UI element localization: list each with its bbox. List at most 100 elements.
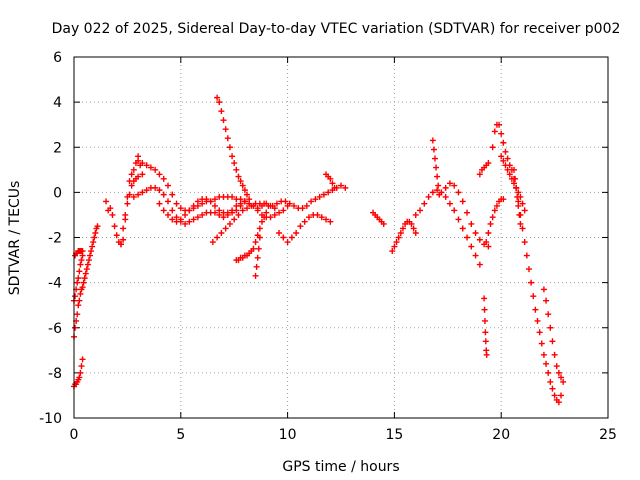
data-point xyxy=(455,189,462,196)
data-point xyxy=(519,200,526,207)
data-points xyxy=(71,94,567,406)
data-point xyxy=(169,216,176,223)
grid-lines xyxy=(74,57,608,418)
series-arc-f xyxy=(117,173,142,248)
series-arc-u xyxy=(481,295,490,358)
data-point xyxy=(551,392,558,399)
data-point xyxy=(496,121,503,128)
data-point xyxy=(303,202,310,209)
data-point xyxy=(78,363,85,370)
data-point xyxy=(455,216,462,223)
data-point xyxy=(276,229,283,236)
data-point xyxy=(263,209,270,216)
data-point xyxy=(312,196,319,203)
data-point xyxy=(135,173,142,180)
data-point xyxy=(135,191,142,198)
data-point xyxy=(255,245,262,252)
data-point xyxy=(258,218,265,225)
data-point xyxy=(491,128,498,135)
data-point xyxy=(143,162,150,169)
data-point xyxy=(214,94,221,101)
y-tick-label: 4 xyxy=(53,95,62,111)
data-point xyxy=(89,243,96,250)
data-point xyxy=(173,218,180,225)
data-point xyxy=(74,311,81,318)
data-point xyxy=(485,229,492,236)
data-point xyxy=(160,207,167,214)
x-tick-label: 5 xyxy=(176,427,185,443)
data-point xyxy=(485,160,492,167)
data-point xyxy=(273,200,280,207)
data-point xyxy=(156,171,163,178)
data-point xyxy=(555,369,562,376)
y-tick-label: -4 xyxy=(48,276,62,292)
data-point xyxy=(408,220,415,227)
data-point xyxy=(199,211,206,218)
data-point xyxy=(85,257,92,264)
y-tick-label: -6 xyxy=(48,321,62,337)
data-point xyxy=(207,198,214,205)
data-point xyxy=(160,191,167,198)
data-point xyxy=(122,211,129,218)
data-point xyxy=(391,243,398,250)
data-point xyxy=(481,295,488,302)
x-tick-label: 0 xyxy=(70,427,79,443)
data-point xyxy=(152,184,159,191)
data-point xyxy=(417,207,424,214)
data-point xyxy=(297,223,304,230)
data-point xyxy=(523,252,530,259)
data-point xyxy=(446,200,453,207)
data-point xyxy=(128,182,135,189)
data-point xyxy=(276,209,283,216)
data-point xyxy=(481,317,488,324)
data-point xyxy=(214,234,221,241)
data-point xyxy=(308,198,315,205)
data-point xyxy=(545,369,552,376)
y-tick-label: 2 xyxy=(53,140,62,156)
data-point xyxy=(489,144,496,151)
series-arc-c xyxy=(72,248,86,259)
data-point xyxy=(433,164,440,171)
data-point xyxy=(222,225,229,232)
data-point xyxy=(327,218,334,225)
data-point xyxy=(91,234,98,241)
data-point xyxy=(425,193,432,200)
data-point xyxy=(318,214,325,221)
data-point xyxy=(451,182,458,189)
data-point xyxy=(560,378,567,385)
data-point xyxy=(139,160,146,167)
data-point xyxy=(543,297,550,304)
data-point xyxy=(211,209,218,216)
data-point xyxy=(269,202,276,209)
data-point xyxy=(329,180,336,187)
data-point xyxy=(521,207,528,214)
series-arc-z xyxy=(511,166,524,227)
y-tick-label: -8 xyxy=(48,366,62,382)
data-point xyxy=(88,248,95,255)
data-point xyxy=(128,171,135,178)
data-point xyxy=(451,207,458,214)
data-point xyxy=(331,184,338,191)
data-point xyxy=(235,173,242,180)
data-point xyxy=(459,225,466,232)
data-point xyxy=(528,279,535,286)
x-tick-label: 25 xyxy=(599,427,617,443)
data-point xyxy=(177,205,184,212)
data-point xyxy=(220,117,227,124)
data-point xyxy=(472,229,479,236)
data-point xyxy=(551,351,558,358)
data-point xyxy=(483,351,490,358)
data-point xyxy=(301,218,308,225)
data-point xyxy=(231,160,238,167)
data-point xyxy=(412,211,419,218)
data-point xyxy=(555,399,562,406)
data-point xyxy=(109,211,116,218)
data-point xyxy=(434,187,441,194)
data-point xyxy=(244,191,251,198)
data-point xyxy=(538,340,545,347)
series-arc-m xyxy=(252,234,263,279)
series-arc-o xyxy=(323,171,338,191)
data-point xyxy=(235,211,242,218)
data-point xyxy=(293,229,300,236)
series-arc-a xyxy=(71,223,101,340)
